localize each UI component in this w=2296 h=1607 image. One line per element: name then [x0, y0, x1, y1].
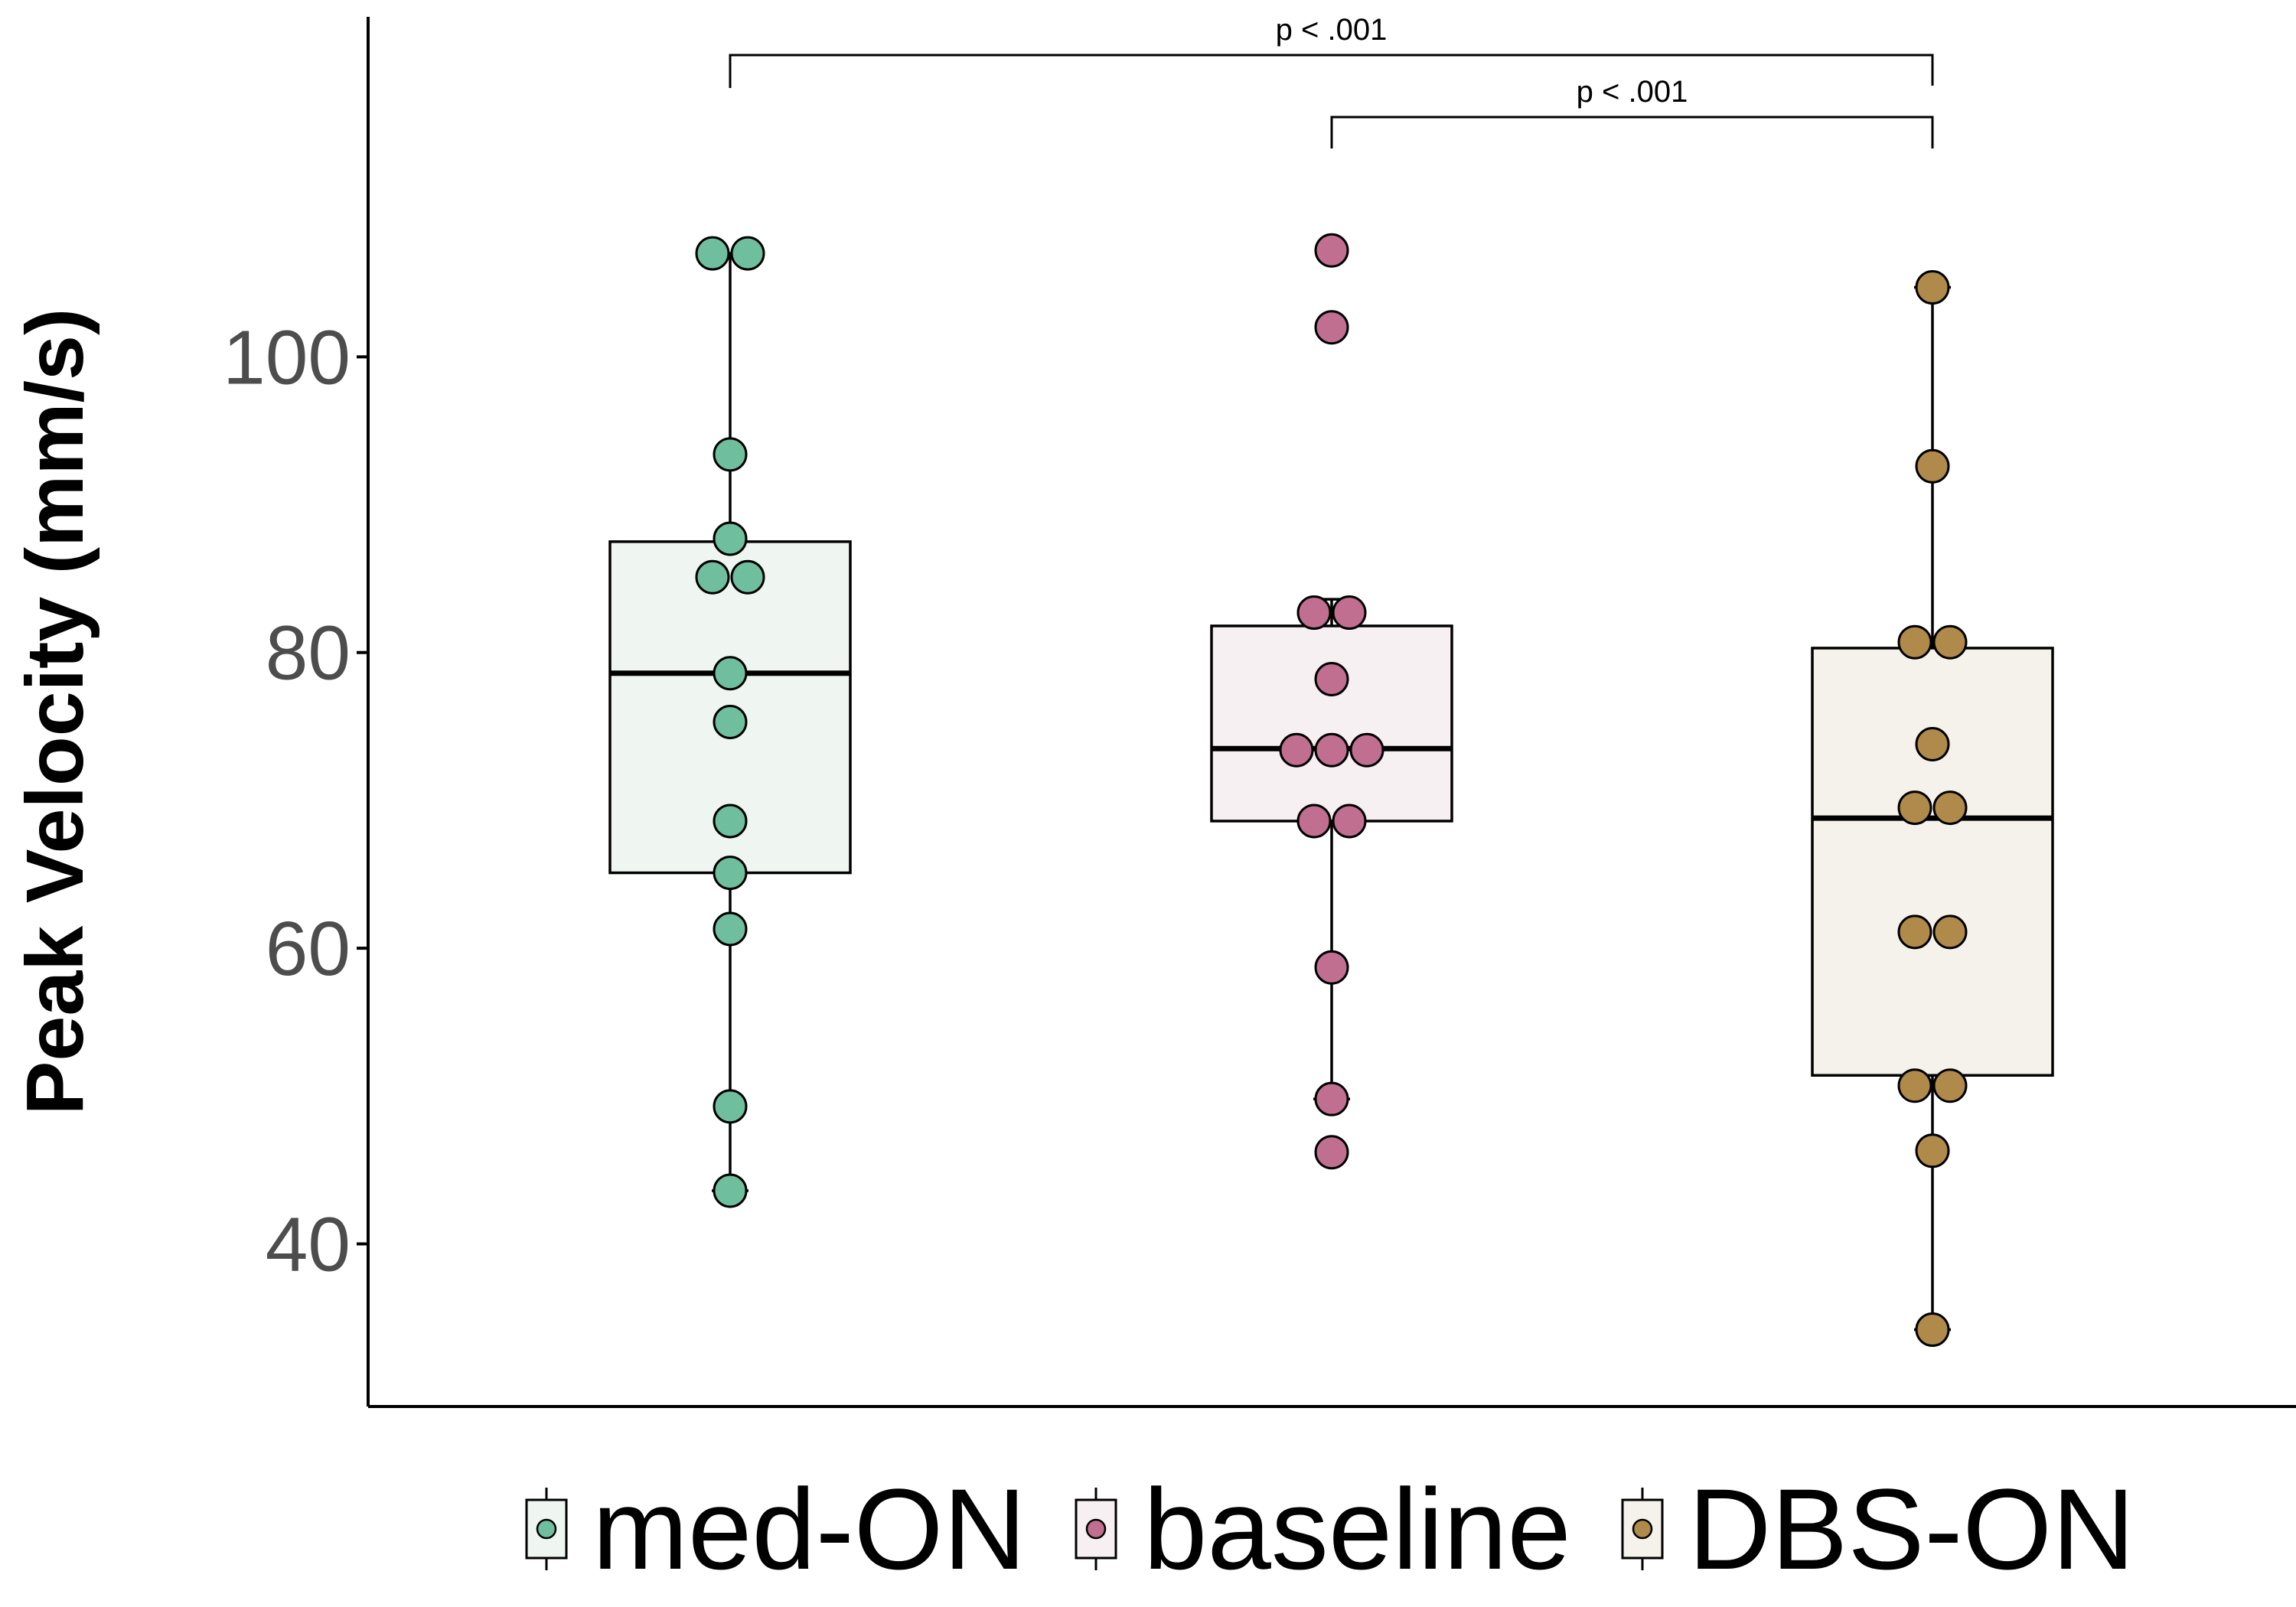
significance-bracket [1330, 116, 1934, 148]
data-point [1279, 732, 1314, 768]
legend-label: med-ON [592, 1465, 1026, 1593]
data-point [1915, 727, 1950, 762]
y-tick-label: 40 [266, 1201, 351, 1287]
data-point [713, 804, 748, 839]
data-point [1314, 310, 1349, 345]
data-point [1915, 1133, 1950, 1169]
data-point [1349, 732, 1384, 768]
data-point [1932, 1068, 1968, 1103]
data-point [695, 559, 730, 595]
legend-item: baseline [1075, 1465, 1571, 1593]
data-point [1296, 595, 1332, 631]
legend-key-dot [536, 1518, 557, 1540]
legend-item: DBS-ON [1621, 1465, 2135, 1593]
data-point [1915, 1312, 1950, 1348]
significance-bracket [729, 54, 1934, 88]
data-point [1296, 804, 1332, 839]
data-points [695, 233, 1968, 1348]
y-axis-title: Peak Velocity (mm/s) [10, 308, 100, 1116]
data-point [1314, 661, 1349, 696]
data-point [1932, 914, 1968, 950]
data-point [1314, 233, 1349, 268]
data-point [1314, 1135, 1349, 1170]
data-point [1897, 624, 1932, 660]
data-point [1314, 732, 1349, 768]
data-point [713, 705, 748, 740]
legend-key-dot [1632, 1518, 1653, 1540]
data-point [1897, 790, 1932, 826]
data-point [713, 437, 748, 472]
data-point [713, 856, 748, 891]
significance-label: p < .001 [1577, 75, 1688, 109]
data-point [713, 656, 748, 691]
data-point [713, 911, 748, 947]
legend-label: DBS-ON [1688, 1465, 2135, 1593]
significance-label: p < .001 [1276, 13, 1388, 47]
data-point [713, 521, 748, 556]
data-point [1915, 270, 1950, 305]
legend-label: baseline [1143, 1465, 1571, 1593]
data-point [730, 236, 765, 271]
data-point [1932, 624, 1968, 660]
significance-brackets: p < .001 p < .001 [729, 13, 1934, 148]
data-point [695, 236, 730, 271]
y-tick-label: 100 [223, 315, 351, 400]
data-point [1932, 790, 1968, 826]
box-1 [1210, 624, 1453, 823]
data-point [713, 1089, 748, 1124]
legend-key-box [1621, 1498, 1664, 1560]
box-2 [1811, 647, 2054, 1077]
y-axis-ticks: 40 60 80 100 [223, 315, 368, 1287]
data-point [1897, 1068, 1932, 1103]
y-tick-label: 80 [266, 611, 351, 696]
legend-item: med-ON [525, 1465, 1026, 1593]
data-point [713, 1173, 748, 1208]
data-point [1897, 914, 1932, 950]
data-point [1314, 950, 1349, 985]
y-tick-label: 60 [266, 906, 351, 992]
data-point [1314, 1081, 1349, 1116]
data-point [1332, 595, 1367, 631]
legend: med-ON baseline DBS-ON [525, 1465, 2135, 1593]
data-point [730, 559, 765, 595]
data-point [1332, 804, 1367, 839]
legend-key-dot [1085, 1518, 1107, 1540]
data-point [1915, 448, 1950, 484]
